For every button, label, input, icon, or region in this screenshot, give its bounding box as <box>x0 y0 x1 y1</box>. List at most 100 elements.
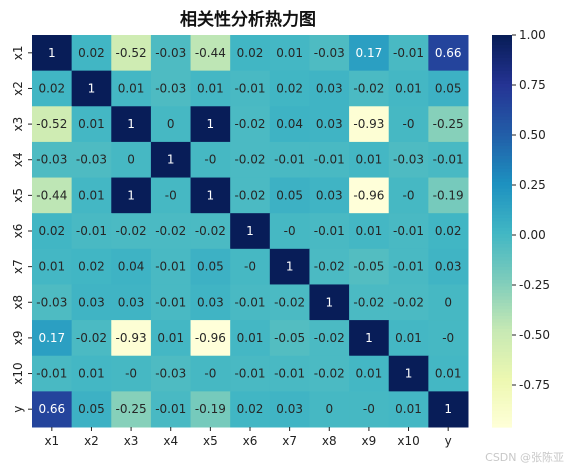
colorbar-segment <box>492 152 512 157</box>
cell-value-label: -0.02 <box>353 295 384 309</box>
heatmap-cell <box>150 320 192 357</box>
heatmap-cell <box>190 284 231 321</box>
cell-value-label: -0.93 <box>116 331 147 345</box>
colorbar-segment <box>492 175 512 180</box>
heatmap-cell <box>230 391 271 428</box>
heatmap-cell <box>269 70 310 107</box>
heatmap-cell <box>111 177 152 214</box>
y-tick-label: x10 <box>11 362 25 384</box>
cell-value-label: 0.01 <box>157 331 184 345</box>
colorbar-segment <box>492 211 512 216</box>
heatmap-cell <box>150 177 192 214</box>
heatmap-cell <box>428 177 469 214</box>
cell-value-label: -0.01 <box>393 224 424 238</box>
heatmap-cell <box>388 35 429 72</box>
cell-value-label: -0.02 <box>116 224 147 238</box>
colorbar-segment <box>492 250 512 255</box>
colorbar-segment <box>492 361 512 366</box>
cell-value-label: 0.01 <box>38 260 65 274</box>
heatmap-cell <box>388 213 429 250</box>
heatmap-cell <box>349 284 390 321</box>
cell-value-label: -0.01 <box>274 367 305 381</box>
colorbar-segment <box>492 325 512 330</box>
heatmap-cell <box>269 355 310 392</box>
colorbar-segment <box>492 119 512 124</box>
colorbar-segment <box>492 74 512 79</box>
colorbar-segment <box>492 57 512 62</box>
cell-value-label: 0.03 <box>316 81 343 95</box>
colorbar-tick-label: 0.00 <box>519 228 546 242</box>
x-tick-label: x9 <box>362 434 377 448</box>
cell-value-label: -0.05 <box>274 331 305 345</box>
heatmap-cell <box>150 213 192 250</box>
cell-value-label: 0.01 <box>237 331 264 345</box>
colorbar-segment <box>492 358 512 363</box>
colorbar-segment <box>492 61 512 65</box>
colorbar-segment <box>492 280 512 284</box>
x-tick-label: x5 <box>203 434 218 448</box>
cell-value-label: -0.02 <box>274 295 305 309</box>
x-tick-label: y <box>445 434 452 448</box>
colorbar-segment <box>492 70 512 75</box>
cell-value-label: 0.01 <box>78 188 105 202</box>
heatmap-cell <box>190 70 231 107</box>
heatmap-cell <box>190 106 231 143</box>
heatmap-cell <box>269 213 310 250</box>
y-tick-label: x3 <box>11 117 25 132</box>
cell-value-label: -0.02 <box>314 260 345 274</box>
heatmap-cell <box>309 70 350 107</box>
colorbar-tick-label: 1.00 <box>519 28 546 42</box>
cell-value-label: 0.17 <box>356 46 383 60</box>
heatmap-cell <box>190 355 231 392</box>
cell-value-label: 1 <box>286 260 294 274</box>
cell-value-label: 0.66 <box>435 46 462 60</box>
cell-value-label: 0.01 <box>78 117 105 131</box>
colorbar-segment <box>492 178 512 183</box>
heatmap-cell <box>190 213 231 250</box>
heatmap-cell <box>349 391 390 428</box>
heatmap-cell <box>111 391 152 428</box>
colorbar-segment <box>492 319 512 324</box>
cell-value-label: -0.01 <box>36 367 67 381</box>
cell-value-label: 0.05 <box>197 260 224 274</box>
colorbar-segment <box>492 113 512 118</box>
colorbar-segment <box>492 136 512 141</box>
colorbar-segment <box>492 159 512 163</box>
colorbar-segment <box>492 188 512 193</box>
cell-value-label: -0.01 <box>234 295 265 309</box>
cell-value-label: 0.03 <box>316 117 343 131</box>
colorbar-segment <box>492 44 512 49</box>
cell-value-label: -0.96 <box>353 188 384 202</box>
heatmap-cell <box>309 248 350 285</box>
cell-value-label: -0.52 <box>116 46 147 60</box>
colorbar-segment <box>492 54 512 59</box>
heatmap-cell <box>428 213 469 250</box>
colorbar-segment <box>492 214 512 219</box>
colorbar-segment <box>492 332 512 337</box>
colorbar-segment <box>492 420 512 425</box>
cell-value-label: -0.02 <box>76 331 107 345</box>
colorbar-segment <box>492 364 512 369</box>
y-tick-label: x1 <box>11 45 25 60</box>
heatmap-cell <box>150 70 192 107</box>
heatmap-cell <box>230 177 271 214</box>
heatmap-cell <box>71 284 112 321</box>
heatmap-cell <box>111 248 152 285</box>
heatmap-cell <box>111 141 152 179</box>
heatmap-cell <box>269 284 310 321</box>
heatmap-cell <box>150 391 192 428</box>
colorbar-segment <box>492 221 512 226</box>
cell-value-label: -0.02 <box>393 295 424 309</box>
colorbar-segment <box>492 123 512 128</box>
colorbar-tick-label: 0.75 <box>519 78 546 92</box>
heatmap-cell <box>309 355 350 392</box>
colorbar-segment <box>492 387 512 392</box>
cell-value-label: 0.03 <box>276 402 303 416</box>
cell-value-label: -0 <box>403 117 415 131</box>
cell-value-label: 0.17 <box>38 331 65 345</box>
cell-value-label: 0.01 <box>276 46 303 60</box>
cell-value-label: 0.01 <box>197 81 224 95</box>
cell-value-label: -0.01 <box>234 367 265 381</box>
cell-value-label: -0.93 <box>353 117 384 131</box>
cell-value-label: -0.02 <box>234 188 265 202</box>
